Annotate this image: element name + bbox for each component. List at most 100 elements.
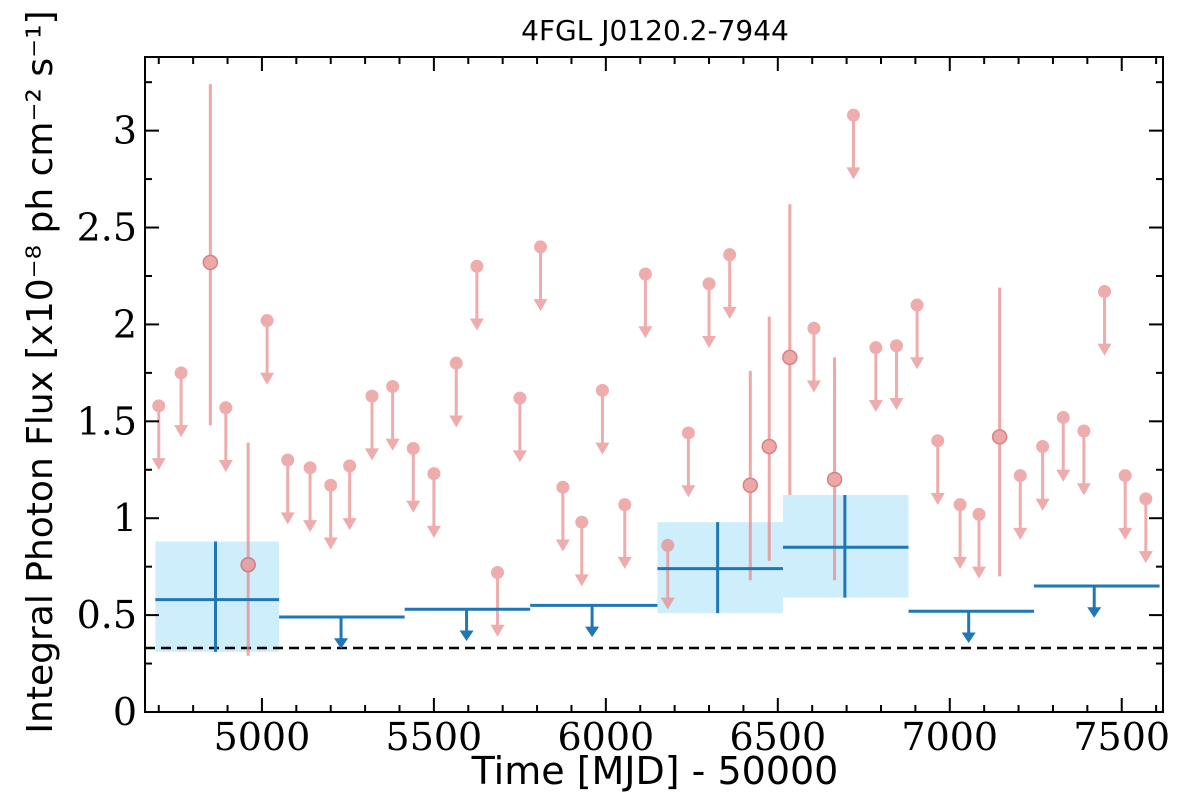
short-bin-upper-limit: [972, 507, 987, 579]
long-bin-band: [155, 541, 280, 652]
upper-limit-arrow: [555, 539, 570, 552]
upper-limit-arrow: [638, 326, 653, 339]
short-bin-upper-limit: [595, 383, 610, 455]
short-bin-upper-limit: [555, 480, 570, 552]
detection-marker: [826, 471, 843, 488]
upper-limit-marker: [1056, 410, 1070, 424]
axes: 5000 5500 6000 6500 7000 7500 0 0.5 1 1.5 2 2.5 3: [77, 56, 1170, 759]
short-bin-upper-limit: [280, 453, 295, 525]
short-bin-upper-limit: [617, 498, 632, 569]
upper-limit-marker: [1139, 492, 1153, 506]
upper-limit-marker: [427, 467, 441, 481]
short-bin-upper-limit: [889, 339, 904, 411]
upper-limit-arrow: [660, 597, 675, 610]
upper-limit-arrow: [364, 448, 379, 461]
upper-limit-marker: [595, 383, 609, 397]
short-bin-upper-limit: [574, 515, 589, 587]
upper-limit-arrow: [889, 398, 904, 411]
upper-limit-arrow: [303, 520, 318, 533]
short-bin-detection: [202, 84, 219, 426]
upper-limit-arrow: [574, 574, 589, 587]
y-tick-label: 1: [113, 496, 137, 540]
y-axis-label: Integral Photon Flux [x10⁻⁸ ph cm⁻² s⁻¹]: [20, 10, 61, 733]
short-bin-upper-limit: [406, 441, 421, 513]
short-bin-upper-limit: [1076, 424, 1091, 496]
y-tick-label: 3: [113, 109, 137, 153]
short-bin-upper-limit: [806, 321, 821, 393]
upper-limit-marker: [723, 248, 737, 262]
upper-limit-arrow: [1076, 483, 1091, 496]
long-bin-upper-limit-arrow: [961, 632, 976, 643]
short-bin-upper-limit: [722, 248, 737, 319]
y-tick-label: 2: [113, 302, 137, 346]
upper-limit-marker: [281, 453, 295, 467]
upper-limit-marker: [386, 379, 400, 393]
short-bin-upper-limit: [681, 426, 696, 498]
long-bin-upper-limit-arrow: [459, 630, 474, 642]
short-bin-upper-limit: [342, 459, 357, 531]
long-bin-upper-limit-arrow: [585, 626, 600, 638]
upper-limit-arrow: [1097, 343, 1112, 356]
upper-limit-arrow: [512, 450, 527, 463]
upper-limit-arrow: [151, 458, 166, 471]
upper-limit-marker: [807, 321, 821, 335]
short-bin-detection: [991, 287, 1008, 577]
short-bin-detection: [240, 442, 256, 656]
upper-limit-arrow: [1035, 498, 1050, 511]
long-bin-upper-limit-arrow: [1087, 607, 1102, 618]
short-bin-upper-limit: [469, 259, 484, 331]
short-bin-upper-limit: [385, 379, 400, 451]
y-tick-label: 0.5: [77, 593, 137, 637]
upper-limit-arrow: [953, 556, 968, 569]
upper-limit-arrow: [1056, 469, 1071, 482]
upper-limit-marker: [260, 314, 274, 328]
upper-limit-marker: [846, 108, 860, 122]
upper-limit-marker: [174, 366, 188, 380]
upper-limit-arrow: [323, 537, 338, 550]
short-bin-upper-limit: [910, 298, 925, 370]
upper-limit-arrow: [617, 556, 632, 569]
upper-limit-arrow: [868, 399, 883, 412]
upper-limit-arrow: [174, 425, 189, 438]
x-tick-label: 6500: [729, 715, 826, 759]
upper-limit-arrow: [260, 372, 275, 385]
short-bin-upper-limit: [449, 356, 464, 428]
short-bin-upper-limit: [846, 108, 861, 180]
upper-limit-marker: [910, 298, 924, 312]
short-bin-detection: [742, 370, 759, 581]
upper-limit-marker: [1036, 440, 1050, 454]
upper-limit-arrow: [533, 299, 548, 312]
y-tick-label: 2.5: [77, 206, 137, 250]
short-bin-upper-limit: [953, 498, 968, 569]
short-bin-upper-limit: [660, 538, 675, 610]
upper-limit-arrow: [342, 518, 357, 531]
upper-limit-arrow: [930, 492, 945, 505]
upper-limit-arrow: [846, 167, 861, 180]
upper-limit-arrow: [681, 485, 696, 498]
x-axis-label: Time [MJD] - 50000: [471, 749, 839, 793]
upper-limit-marker: [638, 267, 652, 281]
upper-limit-marker: [681, 426, 695, 440]
upper-limit-marker: [1077, 424, 1091, 438]
detection-marker: [202, 254, 219, 271]
short-bin-upper-limit: [1138, 492, 1153, 564]
y-tick-label: 1.5: [77, 399, 137, 443]
upper-limit-arrow: [1013, 527, 1028, 540]
y-tick-label: 0: [113, 690, 137, 734]
upper-limit-arrow: [722, 306, 737, 319]
upper-limit-arrow: [806, 380, 821, 393]
upper-limit-marker: [869, 341, 883, 355]
x-tick-label: 5000: [214, 715, 311, 759]
short-bin-upper-limit: [303, 461, 318, 533]
upper-limit-marker: [303, 461, 317, 475]
upper-limit-arrow: [702, 335, 717, 348]
plot-area: [145, 84, 1163, 656]
short-bin-upper-limit: [426, 467, 441, 538]
upper-limit-marker: [1098, 284, 1112, 298]
short-bin-upper-limit: [638, 267, 653, 339]
detection-marker: [742, 477, 759, 494]
upper-limit-marker: [449, 356, 463, 370]
upper-limit-marker: [343, 459, 357, 473]
short-bin-upper-limit: [323, 478, 338, 550]
upper-limit-arrow: [406, 500, 421, 513]
